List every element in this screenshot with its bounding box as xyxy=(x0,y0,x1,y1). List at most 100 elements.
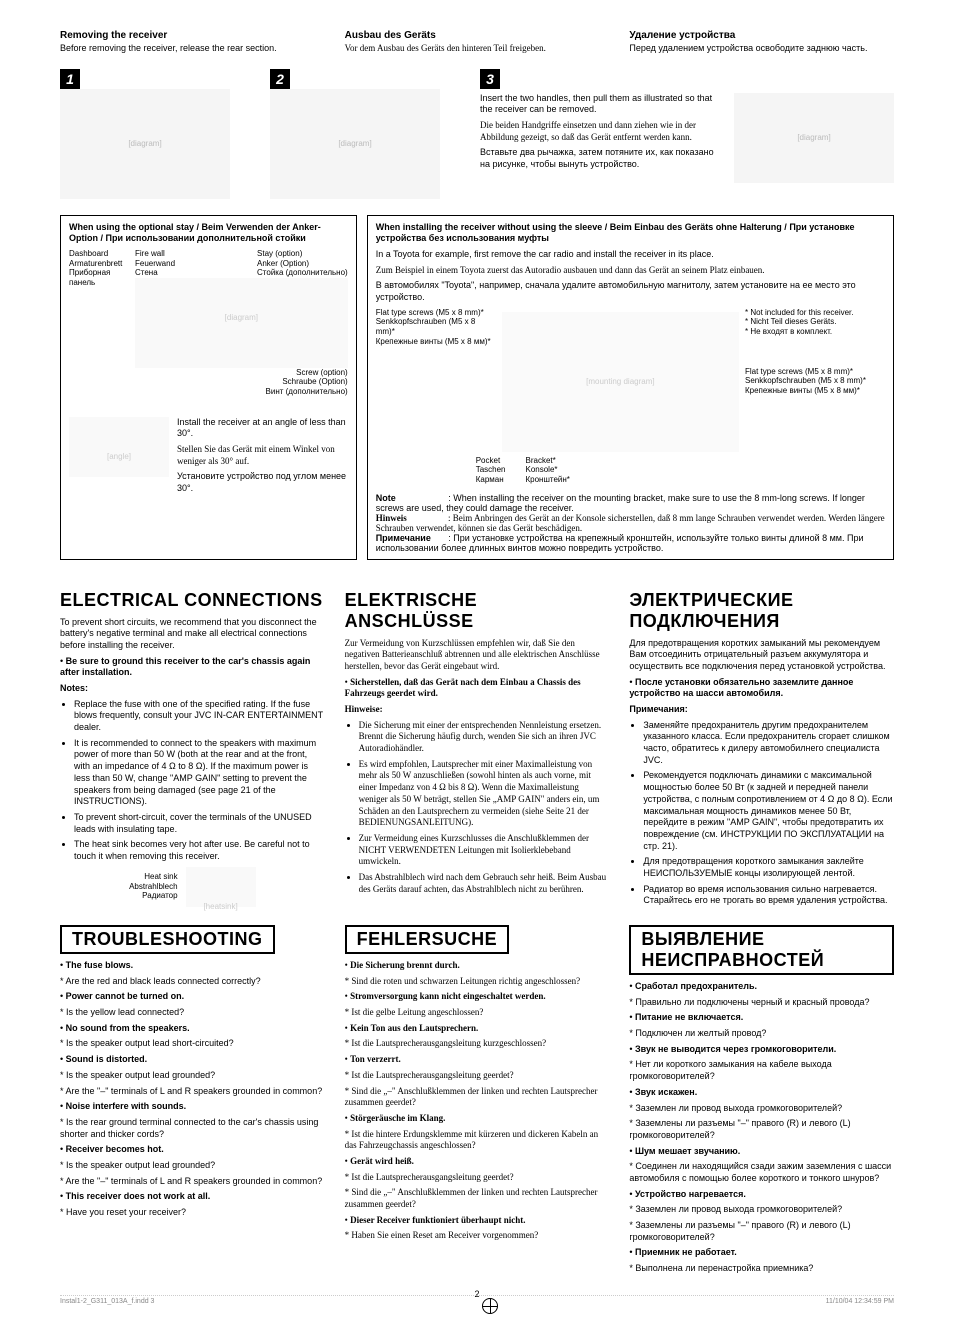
de-note-0: Die Sicherung mit einer der entsprechend… xyxy=(359,720,610,755)
de-note-3: Das Abstrahlblech wird nach dem Gebrauch… xyxy=(359,872,610,895)
step3-en: Insert the two handles, then pull them a… xyxy=(480,93,724,116)
en-notes-label: Notes: xyxy=(60,683,325,695)
ts-answer: * Sind die „–" Anschlußklemmen der linke… xyxy=(345,1086,610,1109)
footer-file: Instal1-2_G311_013A_f.indd 3 xyxy=(60,1298,154,1314)
toyota-ru: В автомобилях "Toyota", например, сначал… xyxy=(376,280,885,303)
callout-bracket: Bracket* Konsole* Кронштейн* xyxy=(526,456,570,485)
ts-answer: * Выполнена ли перенастройка приемника? xyxy=(629,1263,894,1275)
ts-ru-title: ВЫЯВЛЕНИЕ НЕИСПРАВНОСТЕЙ xyxy=(629,925,894,975)
ts-question: • Sound is distorted. xyxy=(60,1054,325,1066)
ts-answer: * Is the speaker output lead grounded? xyxy=(60,1070,325,1082)
ts-answer: * Are the "–" terminals of L and R speak… xyxy=(60,1176,325,1188)
removing-en-title: Removing the receiver xyxy=(60,30,325,41)
ts-question: • Приемник не работает. xyxy=(629,1247,894,1259)
en-note-0: Replace the fuse with one of the specifi… xyxy=(74,699,325,734)
electrical-ru-intro: Для предотвращения коротких замыканий мы… xyxy=(629,638,894,673)
de-note-1: Es wird empfohlen, Lautsprecher mit eine… xyxy=(359,759,610,829)
ts-answer: * Заземлены ли разъемы "–" правого (R) и… xyxy=(629,1220,894,1243)
de-notes-label: Hinweise: xyxy=(345,704,610,716)
ts-answer: * Ist die Lautsprecherausgangsleitung ge… xyxy=(345,1172,610,1184)
ru-note-2: Для предотвращения короткого замыкания з… xyxy=(643,856,894,879)
ts-question: • Kein Ton aus den Lautsprechern. xyxy=(345,1023,610,1035)
panel-right: When installing the receiver without usi… xyxy=(367,215,894,560)
step-1-num: 1 xyxy=(60,69,80,89)
toyota-en: In a Toyota for example, first remove th… xyxy=(376,249,885,261)
step-3-diagram: [diagram] xyxy=(734,93,894,183)
steps-row: 1 [diagram] 2 [diagram] 3 Insert the two… xyxy=(60,69,894,199)
ts-answer: * Нет ли короткого замыкания на кабеле в… xyxy=(629,1059,894,1082)
en-note-3: The heat sink becomes very hot after use… xyxy=(74,839,325,862)
de-note-2: Zur Vermeidung eines Kurzschlusses die A… xyxy=(359,833,610,868)
electrical-ru-ground: После установки обязательно заземлите да… xyxy=(629,677,853,699)
ts-answer: * Haben Sie einen Reset am Receiver vorg… xyxy=(345,1230,610,1242)
ts-answer: * Is the yellow lead connected? xyxy=(60,1007,325,1019)
note-label-ru: Примечание xyxy=(376,533,446,543)
callout-screws-l: Flat type screws (M5 x 8 mm)* Senkkopfsc… xyxy=(376,308,496,456)
ts-answer: * Ist die gelbe Leitung angeschlossen? xyxy=(345,1007,610,1019)
note-label-en: Note xyxy=(376,493,446,503)
step-2-diagram: [diagram] xyxy=(270,89,440,199)
callout-dashboard: Dashboard Armaturenbrett Приборная панел… xyxy=(69,249,129,397)
panel-left-diagram-2: [angle] xyxy=(69,417,169,477)
callout-not-included: * Not included for this receiver. * Nich… xyxy=(745,308,885,337)
ts-question: • Сработал предохранитель. xyxy=(629,981,894,993)
removing-ru-body: Перед удалением устройства освободите за… xyxy=(629,43,894,55)
ts-answer: * Заземлен ли провод выхода громкоговори… xyxy=(629,1204,894,1216)
ts-answer: * Ist die Lautsprecherausgangsleitung ge… xyxy=(345,1070,610,1082)
ts-question: • The fuse blows. xyxy=(60,960,325,972)
ts-question: • Dieser Receiver funktioniert überhaupt… xyxy=(345,1215,610,1227)
step-1-diagram: [diagram] xyxy=(60,89,230,199)
ts-answer: * Is the speaker output lead grounded? xyxy=(60,1160,325,1172)
panel-left-title-ru: При использовании дополнительной стойки xyxy=(106,233,306,243)
callout-pocket: Pocket Taschen Карман xyxy=(476,456,506,485)
electrical-en-intro: To prevent short circuits, we recommend … xyxy=(60,617,325,652)
toyota-de: Zum Beispiel in einem Toyota zuerst das … xyxy=(376,265,885,277)
angle-de: Stellen Sie das Gerät mit einem Winkel v… xyxy=(177,444,348,467)
ts-question: • Störgeräusche im Klang. xyxy=(345,1113,610,1125)
electrical-de-title: ELEKTRISCHE ANSCHLÜSSE xyxy=(345,590,610,632)
footer: Instal1-2_G311_013A_f.indd 3 11/10/04 12… xyxy=(60,1295,894,1314)
ts-answer: * Заземлен ли провод выхода громкоговори… xyxy=(629,1103,894,1115)
ts-answer: * Have you reset your receiver? xyxy=(60,1207,325,1219)
ts-answer: * Sind die roten und schwarzen Leitungen… xyxy=(345,976,610,988)
ts-question: • Gerät wird heiß. xyxy=(345,1156,610,1168)
step3-de: Die beiden Handgriffe einsetzen und dann… xyxy=(480,120,724,143)
panel-right-diagram: [mounting diagram] xyxy=(502,312,739,452)
de-notes-list: Die Sicherung mit einer der entsprechend… xyxy=(345,720,610,896)
ts-de-list: • Die Sicherung brennt durch. * Sind die … xyxy=(345,960,610,1242)
ts-question: • Звук искажен. xyxy=(629,1087,894,1099)
note-label-de: Hinweis xyxy=(376,513,446,523)
removing-de-title: Ausbau des Geräts xyxy=(345,30,610,41)
ts-answer: * Is the rear ground terminal connected … xyxy=(60,1117,325,1140)
ts-answer: * Is the speaker output lead short-circu… xyxy=(60,1038,325,1050)
electrical-de-intro: Zur Vermeidung von Kurzschlüssen empfehl… xyxy=(345,638,610,673)
ts-question: • Die Sicherung brennt durch. xyxy=(345,960,610,972)
en-note-2: To prevent short-circuit, cover the term… xyxy=(74,812,325,835)
ts-question: • Ton verzerrt. xyxy=(345,1054,610,1066)
ts-answer: * Are the red and black leads connected … xyxy=(60,976,325,988)
panel-left: When using the optional stay / Beim Verw… xyxy=(60,215,357,560)
note-de: Beim Anbringen des Gerät an der Konsole … xyxy=(376,513,885,533)
note-ru: При установке устройства на крепежный кр… xyxy=(376,533,864,553)
removing-de-body: Vor dem Ausbau des Geräts den hinteren T… xyxy=(345,43,610,55)
ts-question: • Power cannot be turned on. xyxy=(60,991,325,1003)
ru-note-3: Радиатор во время использования сильно н… xyxy=(643,884,894,907)
ru-note-0: Заменяйте предохранитель другим предохра… xyxy=(643,720,894,767)
ts-question: • Звук не выводится через громкоговорите… xyxy=(629,1044,894,1056)
ts-question: • Noise interfere with sounds. xyxy=(60,1101,325,1113)
electrical-de-ground: Sicherstellen, daß das Gerät nach dem Ei… xyxy=(345,677,581,699)
callout-screw: Screw (option) Schraube (Option) Винт (д… xyxy=(135,368,348,397)
ru-note-1: Рекомендуется подключать динамики с макс… xyxy=(643,770,894,852)
electrical-en-title: ELECTRICAL CONNECTIONS xyxy=(60,590,325,611)
ts-question: • Питание не включается. xyxy=(629,1012,894,1024)
electrical-en-ground: Be sure to ground this receiver to the c… xyxy=(60,656,310,678)
note-en: When installing the receiver on the moun… xyxy=(376,493,865,513)
callout-screws-r: Flat type screws (M5 x 8 mm)* Senkkopfsc… xyxy=(745,367,885,396)
ts-answer: * Правильно ли подключены черный и красн… xyxy=(629,997,894,1009)
en-note-1: It is recommended to connect to the spea… xyxy=(74,738,325,808)
ts-question: • Stromversorgung kann nicht eingeschalt… xyxy=(345,991,610,1003)
ts-de-title: FEHLERSUCHE xyxy=(345,925,510,954)
troubleshooting-row: TROUBLESHOOTING • The fuse blows. * Are t… xyxy=(60,911,894,1279)
footer-date: 11/10/04 12:34:59 PM xyxy=(826,1298,894,1314)
ts-en-title: TROUBLESHOOTING xyxy=(60,925,275,954)
